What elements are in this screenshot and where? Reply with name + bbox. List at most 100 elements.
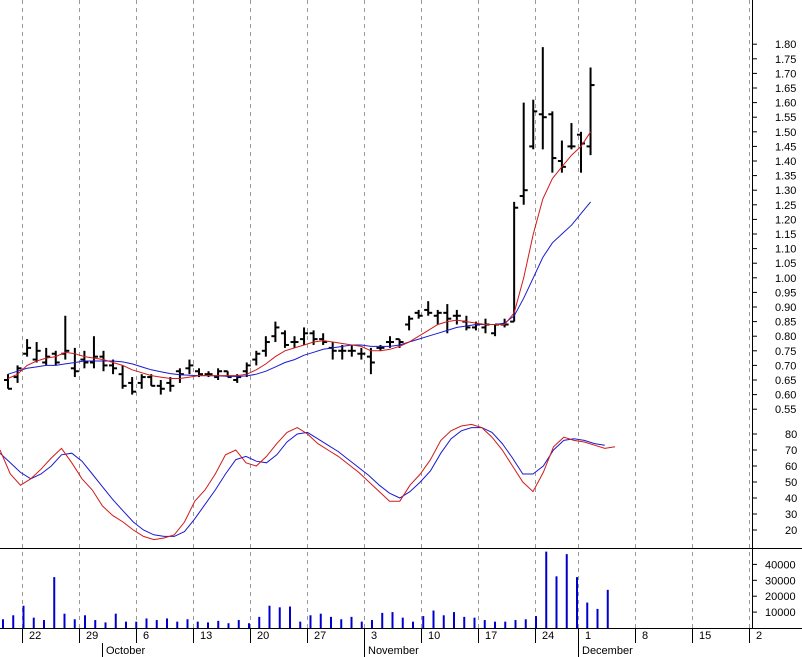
moving-average-fast-line xyxy=(7,131,592,379)
ohlc-bar xyxy=(156,380,165,395)
date-tick-label: 17 xyxy=(485,630,497,642)
ohlc-bar xyxy=(42,347,51,366)
ohlc-bar xyxy=(147,374,156,387)
stochastic-tick-label: 80 xyxy=(785,429,797,441)
ohlc-bar xyxy=(433,309,442,325)
price-tick-label: 0.85 xyxy=(775,317,796,329)
ohlc-bar xyxy=(424,301,433,316)
price-tick-label: 1.75 xyxy=(775,54,796,66)
ohlc-bar xyxy=(491,323,500,337)
ohlc-bar xyxy=(328,342,337,360)
volume-bars xyxy=(2,551,609,628)
ohlc-bar xyxy=(185,359,194,375)
volume-tick-label: 10000 xyxy=(765,607,796,619)
ohlc-bar xyxy=(443,304,452,334)
stochastic-axis: 20 30 40 50 60 70 80 xyxy=(752,429,797,537)
date-tick-label: 3 xyxy=(371,630,377,642)
ohlc-bars xyxy=(4,47,595,395)
price-tick-label: 1.60 xyxy=(775,98,796,110)
ohlc-bar xyxy=(548,111,557,173)
ohlc-bar xyxy=(128,377,137,395)
ohlc-bar xyxy=(529,99,538,150)
price-tick-label: 1.50 xyxy=(775,127,796,139)
stochastic-panel: 20 30 40 50 60 70 80 xyxy=(0,423,797,541)
date-tick-label: 22 xyxy=(29,630,41,642)
ohlc-bar xyxy=(32,342,41,363)
ohlc-bar xyxy=(118,365,127,389)
date-tick-label: 27 xyxy=(314,630,326,642)
volume-tick-label: 40000 xyxy=(765,559,796,571)
volume-axis: 10000 20000 30000 40000 xyxy=(752,559,796,619)
price-tick-label: 1.35 xyxy=(775,171,796,183)
stochastic-tick-label: 70 xyxy=(785,445,797,457)
price-panel: 0.55 0.60 0.65 0.70 0.75 0.80 0.85 0.90 0.95 1.00… xyxy=(4,39,796,416)
ohlc-bar xyxy=(519,102,528,205)
ohlc-bar xyxy=(280,330,289,348)
ohlc-bar xyxy=(338,344,347,360)
date-tick-label: 29 xyxy=(86,630,98,642)
ohlc-bar xyxy=(166,377,175,392)
stochastic-tick-label: 20 xyxy=(785,525,797,537)
ohlc-bar xyxy=(414,309,423,319)
stochastic-tick-label: 40 xyxy=(785,493,797,505)
ohlc-bar xyxy=(538,47,547,150)
ohlc-bar xyxy=(300,327,309,345)
price-tick-label: 1.55 xyxy=(775,112,796,124)
ohlc-bar xyxy=(510,201,519,323)
date-tick-label: 8 xyxy=(642,630,648,642)
ohlc-bar xyxy=(80,350,89,369)
ohlc-bar xyxy=(481,318,490,334)
ohlc-bar xyxy=(271,321,280,343)
panel-frame xyxy=(0,0,802,629)
ohlc-bar xyxy=(366,347,375,375)
volume-tick-label: 20000 xyxy=(765,591,796,603)
price-tick-label: 1.30 xyxy=(775,185,796,197)
ohlc-bar xyxy=(4,374,12,390)
stochastic-k-line xyxy=(0,423,616,541)
price-tick-label: 1.40 xyxy=(775,156,796,168)
month-label: October xyxy=(106,645,145,657)
date-tick-label: 15 xyxy=(699,630,711,642)
ohlc-bar xyxy=(586,67,595,156)
price-tick-label: 0.75 xyxy=(775,346,796,358)
price-tick-label: 1.10 xyxy=(775,244,796,256)
ohlc-bar xyxy=(309,330,318,345)
ohlc-bar xyxy=(557,140,566,173)
moving-average-slow-line xyxy=(7,201,591,378)
price-tick-label: 0.60 xyxy=(775,390,796,402)
price-tick-label: 0.55 xyxy=(775,404,796,416)
stochastic-d-line xyxy=(0,427,605,537)
stochastic-tick-label: 50 xyxy=(785,477,797,489)
ohlc-bar xyxy=(252,350,261,366)
stochastic-tick-label: 30 xyxy=(785,509,797,521)
price-tick-label: 1.80 xyxy=(775,39,796,51)
ohlc-bar xyxy=(261,336,270,357)
stochastic-tick-label: 60 xyxy=(785,461,797,473)
price-tick-label: 1.05 xyxy=(775,258,796,270)
date-tick-label: 24 xyxy=(542,630,554,642)
month-label: December xyxy=(582,645,633,657)
volume-tick-label: 30000 xyxy=(765,575,796,587)
date-tick-label: 10 xyxy=(428,630,440,642)
price-tick-label: 0.95 xyxy=(775,287,796,299)
price-tick-label: 0.90 xyxy=(775,302,796,314)
ohlc-bar xyxy=(51,350,60,366)
price-tick-label: 0.70 xyxy=(775,360,796,372)
date-tick-label: 20 xyxy=(257,630,269,642)
price-tick-label: 1.20 xyxy=(775,214,796,226)
ohlc-bar xyxy=(175,368,184,383)
ohlc-bar xyxy=(137,374,146,389)
ohlc-bar xyxy=(204,371,213,378)
price-tick-label: 1.65 xyxy=(775,83,796,95)
ohlc-bar xyxy=(347,344,356,357)
price-tick-label: 1.15 xyxy=(775,229,796,241)
price-tick-label: 0.80 xyxy=(775,331,796,343)
ohlc-bar xyxy=(214,368,223,380)
ohlc-bar xyxy=(462,315,471,331)
date-tick-label: 1 xyxy=(585,630,591,642)
price-tick-label: 0.65 xyxy=(775,375,796,387)
ohlc-bar xyxy=(23,339,32,357)
price-axis: 0.55 0.60 0.65 0.70 0.75 0.80 0.85 0.90 0.95 1.00… xyxy=(752,39,796,416)
ohlc-bar xyxy=(405,315,414,331)
